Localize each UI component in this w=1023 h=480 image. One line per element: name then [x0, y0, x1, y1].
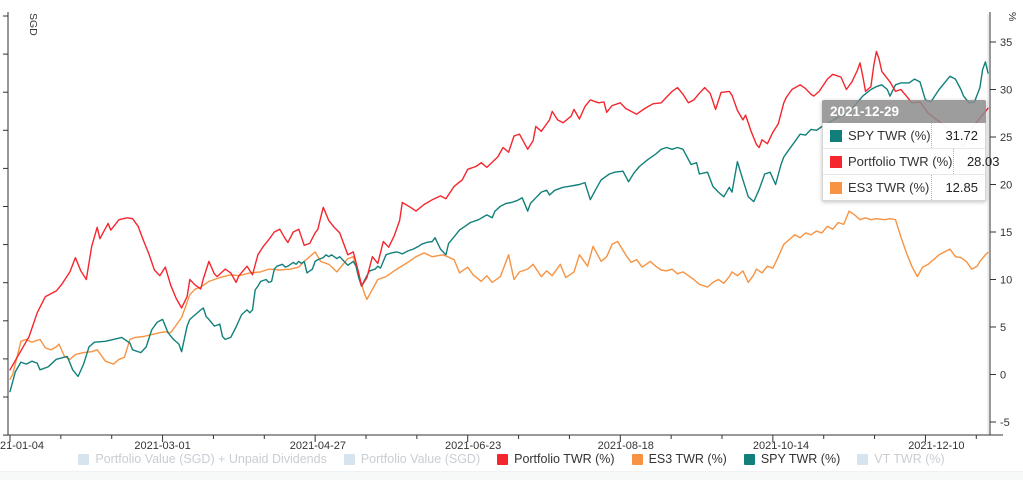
legend-label: SPY TWR (%) [760, 452, 841, 466]
tooltip-series-value: 31.72 [931, 123, 985, 148]
x-axis-tick-label: 21-01-04 [0, 440, 44, 450]
es3-swatch [830, 181, 842, 194]
legend-label: VT TWR (%) [874, 452, 945, 466]
tooltip-row-spy: SPY TWR (%) 31.72 [823, 123, 985, 148]
tooltip-series-value: 12.85 [931, 175, 985, 200]
legend-label: Portfolio TWR (%) [514, 452, 615, 466]
right-axis-tick-label: 10 [1000, 275, 1012, 287]
legend-swatch-icon [78, 453, 90, 465]
bottom-strip [0, 471, 1023, 480]
legend-swatch-icon [343, 453, 355, 465]
right-axis-unit-label: % [1006, 12, 1018, 21]
legend-item-portfolio-value[interactable]: Portfolio Value (SGD) [343, 452, 481, 466]
legend-item-portfolio-value-unpaid[interactable]: Portfolio Value (SGD) + Unpaid Dividends [78, 452, 327, 466]
tooltip-date: 2021-12-29 [822, 100, 986, 123]
left-axis-unit-label: SGD [27, 13, 39, 36]
legend-swatch-icon [743, 453, 755, 465]
tooltip-series-label: Portfolio TWR (%) [848, 154, 953, 169]
right-axis-tick-label: 5 [1000, 322, 1006, 334]
right-axis-tick-label: 0 [1000, 370, 1006, 382]
x-axis-tick-label: 2021-03-01 [134, 440, 190, 450]
chart-legend: Portfolio Value (SGD) + Unpaid Dividends… [0, 452, 1023, 466]
right-axis-tick-label: -5 [1000, 417, 1010, 429]
legend-item-portfolio-twr[interactable]: Portfolio TWR (%) [497, 452, 615, 466]
chart-canvas[interactable]: SGD 35 30 25 20 15 10 5 0 -5% 21-01-04 2021-03-01 20… [0, 0, 1023, 450]
hover-tooltip: 2021-12-29 SPY TWR (%) 31.72 Portfolio T… [822, 100, 1000, 201]
legend-swatch-icon [857, 453, 869, 465]
legend-item-es3-twr[interactable]: ES3 TWR (%) [631, 452, 727, 466]
legend-swatch-icon [631, 453, 643, 465]
series-line-portfolio-twr [9, 50, 989, 371]
series-line-es3-twr [9, 210, 989, 380]
tooltip-row-portfolio: Portfolio TWR (%) 28.03 [823, 148, 1000, 174]
tooltip-series-value: 28.03 [952, 149, 1007, 174]
legend-label: Portfolio Value (SGD) + Unpaid Dividends [95, 452, 327, 466]
legend-item-spy-twr[interactable]: SPY TWR (%) [743, 452, 841, 466]
x-axis-tick-label: 2021-12-10 [908, 440, 964, 450]
x-axis-tick-label: 2021-08-18 [598, 440, 654, 450]
x-axis-tick-label: 2021-10-14 [753, 440, 809, 450]
series-line-spy-twr [9, 61, 989, 393]
legend-label: Portfolio Value (SGD) [360, 452, 481, 466]
right-axis-tick-label: 30 [1000, 85, 1012, 97]
legend-swatch-icon [497, 453, 509, 465]
legend-label: ES3 TWR (%) [648, 452, 727, 466]
right-axis-tick-label: 25 [1000, 132, 1012, 144]
tooltip-series-label: SPY TWR (%) [848, 128, 931, 143]
legend-item-vt-twr[interactable]: VT TWR (%) [857, 452, 945, 466]
tooltip-body: SPY TWR (%) 31.72 Portfolio TWR (%) 28.0… [822, 123, 1000, 201]
portfolio-swatch [830, 155, 842, 168]
tooltip-series-label: ES3 TWR (%) [848, 180, 930, 195]
x-axis-tick-label: 2021-04-27 [290, 440, 346, 450]
right-axis-tick-label: 15 [1000, 227, 1012, 239]
right-axis-tick-label: 20 [1000, 180, 1012, 192]
tooltip-row-es3: ES3 TWR (%) 12.85 [823, 174, 985, 200]
x-axis-tick-label: 2021-06-23 [445, 440, 501, 450]
right-axis-tick-label: 35 [1000, 37, 1012, 49]
spy-swatch [830, 129, 842, 142]
